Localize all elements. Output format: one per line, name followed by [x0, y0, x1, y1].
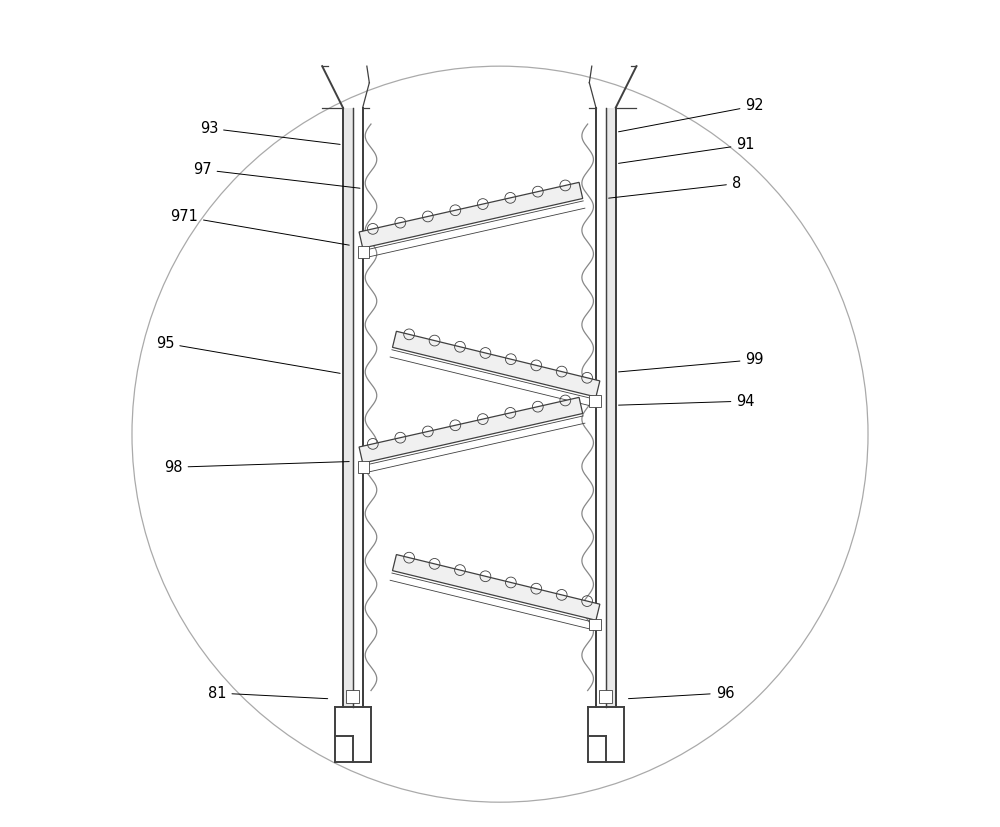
Polygon shape — [359, 182, 583, 248]
Text: 91: 91 — [619, 137, 755, 164]
Text: 81: 81 — [208, 686, 328, 700]
Bar — [596, 108, 606, 707]
Bar — [589, 619, 601, 630]
Bar — [599, 690, 612, 703]
Bar — [358, 246, 369, 258]
Text: 93: 93 — [200, 121, 340, 145]
Bar — [353, 108, 363, 707]
Text: 95: 95 — [156, 336, 340, 373]
Bar — [343, 108, 353, 707]
Text: 92: 92 — [619, 98, 764, 131]
Text: 8: 8 — [609, 176, 741, 198]
Text: 971: 971 — [170, 209, 349, 245]
Text: 97: 97 — [193, 162, 360, 189]
Text: 94: 94 — [619, 394, 755, 409]
Bar — [346, 690, 359, 703]
Bar — [606, 108, 616, 707]
Bar — [358, 461, 369, 473]
Text: 96: 96 — [628, 686, 734, 700]
Bar — [589, 395, 601, 407]
Text: 99: 99 — [619, 352, 764, 372]
Text: 98: 98 — [164, 460, 349, 475]
Polygon shape — [359, 397, 583, 463]
Polygon shape — [392, 332, 600, 397]
Polygon shape — [392, 555, 600, 620]
